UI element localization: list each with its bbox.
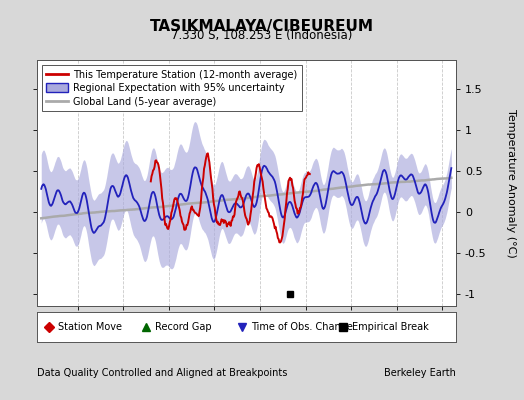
Text: TASIKMALAYA/CIBEUREUM: TASIKMALAYA/CIBEUREUM bbox=[150, 19, 374, 34]
Text: Berkeley Earth: Berkeley Earth bbox=[384, 368, 456, 378]
Y-axis label: Temperature Anomaly (°C): Temperature Anomaly (°C) bbox=[506, 109, 516, 257]
Text: 7.330 S, 108.253 E (Indonesia): 7.330 S, 108.253 E (Indonesia) bbox=[171, 29, 353, 42]
Text: Data Quality Controlled and Aligned at Breakpoints: Data Quality Controlled and Aligned at B… bbox=[37, 368, 287, 378]
Legend: This Temperature Station (12-month average), Regional Expectation with 95% uncer: This Temperature Station (12-month avera… bbox=[41, 65, 302, 111]
Text: Station Move: Station Move bbox=[59, 322, 123, 332]
Text: Empirical Break: Empirical Break bbox=[352, 322, 429, 332]
Text: Record Gap: Record Gap bbox=[155, 322, 212, 332]
Text: Time of Obs. Change: Time of Obs. Change bbox=[252, 322, 353, 332]
